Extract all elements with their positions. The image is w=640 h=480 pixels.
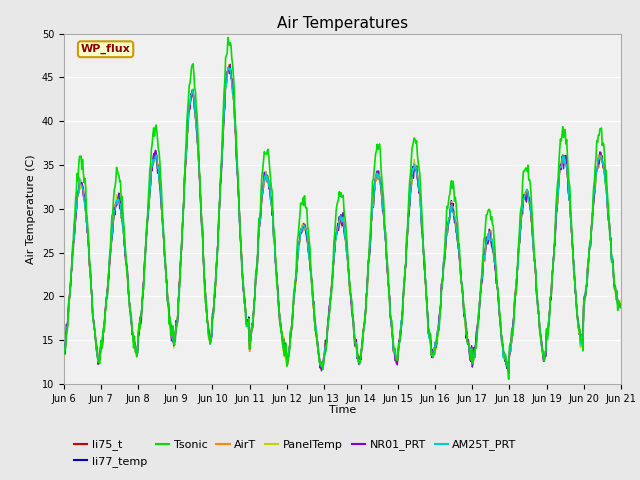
li75_t — [60, 348, 68, 354]
AirT — [505, 368, 513, 374]
Title: Air Temperatures: Air Temperatures — [277, 16, 408, 31]
li75_t — [505, 370, 513, 375]
AM25T_PRT — [616, 303, 624, 309]
AirT — [427, 339, 435, 345]
AirT — [410, 162, 418, 168]
Y-axis label: Air Temperature (C): Air Temperature (C) — [26, 154, 36, 264]
NR01_PRT — [60, 348, 68, 354]
PanelTemp — [213, 249, 221, 255]
PanelTemp — [504, 367, 512, 372]
li77_temp — [213, 254, 221, 260]
PanelTemp — [225, 62, 232, 68]
Line: AirT: AirT — [64, 67, 620, 371]
Tsonic — [60, 350, 68, 356]
Tsonic — [224, 35, 232, 40]
NR01_PRT — [213, 256, 221, 262]
AirT — [225, 64, 232, 70]
Line: Tsonic: Tsonic — [64, 37, 620, 379]
X-axis label: Time: Time — [329, 405, 356, 415]
li77_temp — [616, 301, 624, 307]
li75_t — [225, 65, 232, 71]
li75_t — [410, 160, 418, 166]
Text: WP_flux: WP_flux — [81, 44, 131, 54]
li77_temp — [60, 352, 68, 358]
AM25T_PRT — [225, 65, 232, 71]
AM25T_PRT — [184, 127, 191, 132]
AirT — [70, 238, 78, 243]
Tsonic — [427, 340, 435, 346]
AM25T_PRT — [505, 371, 513, 376]
Tsonic — [70, 221, 78, 227]
Line: li75_t: li75_t — [64, 68, 620, 372]
Line: AM25T_PRT: AM25T_PRT — [64, 68, 620, 373]
li75_t — [70, 234, 78, 240]
li77_temp — [505, 371, 513, 377]
Tsonic — [410, 135, 418, 141]
AirT — [184, 125, 191, 131]
Legend: li75_t, li77_temp, Tsonic, AirT, PanelTemp, NR01_PRT, AM25T_PRT: li75_t, li77_temp, Tsonic, AirT, PanelTe… — [70, 435, 521, 471]
PanelTemp — [616, 299, 624, 304]
Line: PanelTemp: PanelTemp — [64, 65, 620, 370]
li77_temp — [70, 235, 78, 241]
Tsonic — [505, 376, 513, 382]
Tsonic — [616, 303, 624, 309]
PanelTemp — [427, 337, 435, 343]
PanelTemp — [410, 156, 418, 162]
PanelTemp — [184, 128, 191, 133]
li75_t — [616, 302, 624, 308]
AM25T_PRT — [60, 351, 68, 357]
AirT — [213, 252, 221, 258]
NR01_PRT — [127, 318, 135, 324]
li77_temp — [427, 339, 435, 345]
PanelTemp — [127, 320, 135, 325]
Line: NR01_PRT: NR01_PRT — [64, 64, 620, 371]
AirT — [60, 349, 68, 355]
li77_temp — [184, 128, 191, 134]
Line: li77_temp: li77_temp — [64, 68, 620, 374]
NR01_PRT — [184, 125, 191, 131]
li75_t — [213, 251, 221, 256]
AM25T_PRT — [70, 236, 78, 242]
NR01_PRT — [616, 305, 624, 311]
li77_temp — [410, 162, 418, 168]
li75_t — [184, 126, 191, 132]
li77_temp — [225, 65, 232, 71]
li75_t — [427, 338, 435, 344]
Tsonic — [127, 312, 135, 318]
AirT — [127, 318, 135, 324]
AM25T_PRT — [127, 316, 135, 322]
AM25T_PRT — [410, 161, 418, 167]
AirT — [616, 301, 624, 307]
NR01_PRT — [412, 164, 419, 170]
NR01_PRT — [227, 61, 234, 67]
AM25T_PRT — [213, 250, 221, 255]
Tsonic — [213, 255, 221, 261]
AM25T_PRT — [427, 341, 435, 347]
Tsonic — [184, 106, 191, 112]
NR01_PRT — [70, 232, 78, 238]
PanelTemp — [60, 348, 68, 353]
NR01_PRT — [428, 349, 435, 355]
PanelTemp — [70, 235, 78, 240]
li75_t — [127, 318, 135, 324]
NR01_PRT — [317, 368, 325, 374]
li77_temp — [127, 316, 135, 322]
